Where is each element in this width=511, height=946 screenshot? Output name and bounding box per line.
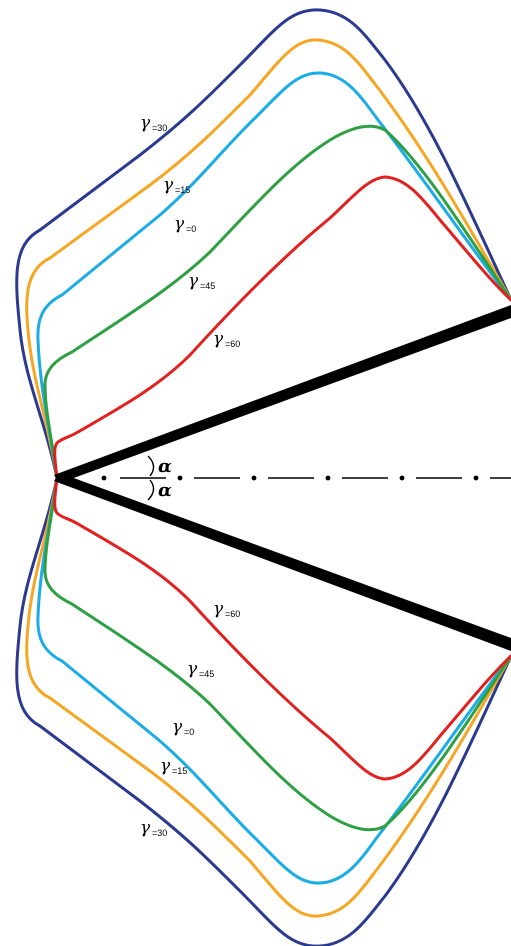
contour-gamma-15-lower (25, 476, 511, 918)
contour-gamma-60-upper (53, 175, 511, 480)
svg-text:γ: γ (187, 659, 198, 679)
svg-text:=0: =0 (186, 224, 196, 234)
svg-text:=15: =15 (172, 766, 187, 776)
contour-gamma-15-upper (25, 38, 511, 480)
lower-contour-group (15, 476, 511, 946)
svg-text:γ: γ (188, 271, 199, 291)
svg-text:γ: γ (213, 329, 224, 349)
svg-text:γ: γ (213, 599, 224, 619)
svg-text:γ: γ (140, 818, 151, 838)
angle-arc-upper (147, 455, 155, 477)
alpha-label-upper: α (158, 456, 172, 477)
svg-text:=60: =60 (225, 609, 240, 619)
svg-text:=30: =30 (152, 828, 167, 838)
gamma-label-45-upper: γ =45 (188, 271, 215, 291)
wedge-lower-arm (54, 473, 511, 651)
svg-text:γ: γ (140, 113, 151, 133)
contour-gamma-0-upper (36, 71, 511, 480)
contour-gamma-45-upper (43, 124, 511, 480)
gamma-label-30-upper: γ =30 (140, 113, 167, 133)
svg-text:=15: =15 (175, 185, 190, 195)
contour-gamma-0-lower (36, 476, 511, 885)
alpha-label-lower: α (158, 480, 172, 501)
gamma-label-45-lower: γ =45 (187, 659, 214, 679)
gamma-label-0-lower: γ =0 (172, 717, 194, 737)
angle-arc-lower (147, 479, 155, 501)
gamma-label-60-upper: γ =60 (213, 329, 240, 349)
gamma-label-30-lower: γ =30 (140, 818, 167, 838)
svg-text:γ: γ (172, 717, 183, 737)
svg-text:=30: =30 (152, 123, 167, 133)
gamma-label-15-lower: γ =15 (160, 756, 187, 776)
contour-gamma-60-lower (53, 476, 511, 781)
svg-text:γ: γ (174, 214, 185, 234)
svg-text:=45: =45 (199, 669, 214, 679)
gamma-label-15-upper: γ =15 (163, 175, 190, 195)
gamma-label-60-lower: γ =60 (213, 599, 240, 619)
gamma-label-0-upper: γ =0 (174, 214, 196, 234)
contour-gamma-45-lower (43, 476, 511, 832)
svg-text:=0: =0 (184, 727, 194, 737)
svg-text:=60: =60 (225, 339, 240, 349)
wedge-upper-arm (54, 305, 511, 483)
svg-text:γ: γ (163, 175, 174, 195)
svg-text:=45: =45 (200, 281, 215, 291)
symmetry-axis (101, 475, 511, 481)
contour-gamma-30-upper (15, 8, 511, 480)
svg-text:γ: γ (160, 756, 171, 776)
contour-gamma-30-lower (15, 476, 511, 946)
